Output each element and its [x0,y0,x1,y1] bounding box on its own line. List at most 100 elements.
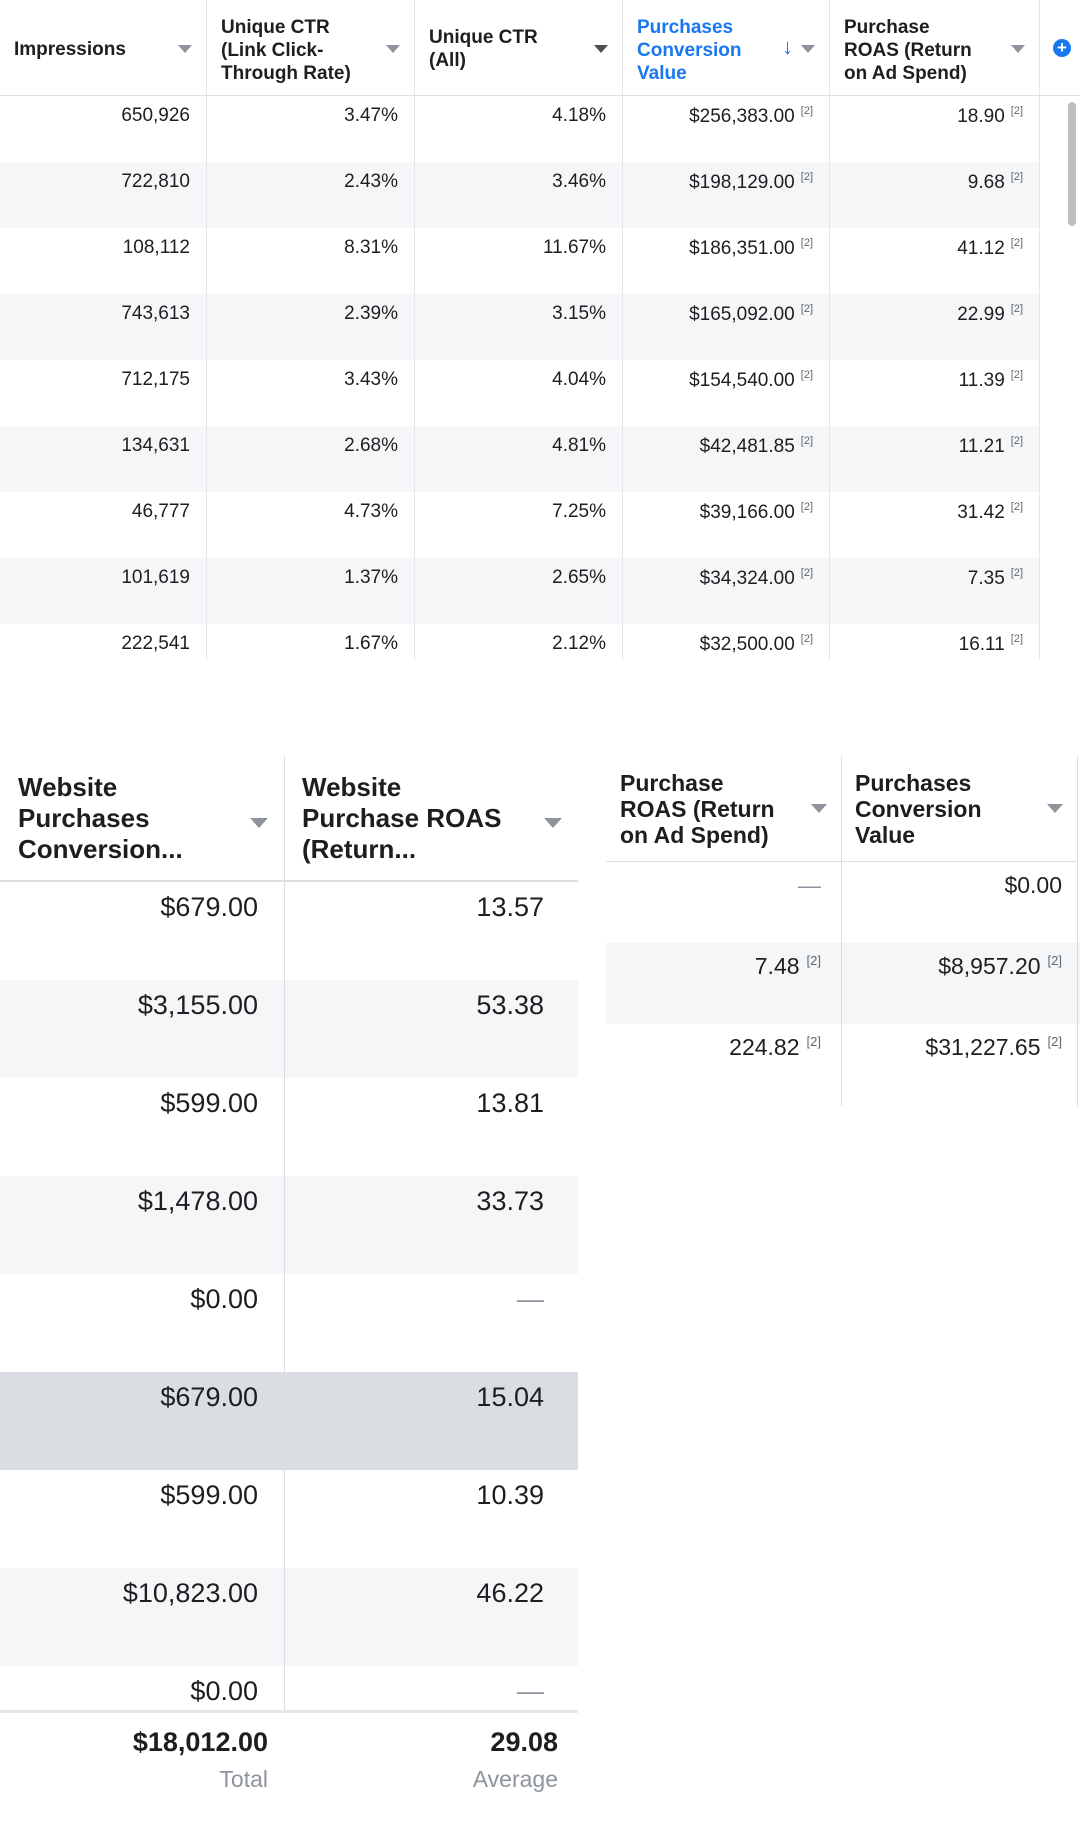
column-divider [841,756,842,1106]
cell-value: 33.73 [476,1186,544,1216]
cell-value: 41.12 [957,238,1005,259]
column-header-website-purchases-conversion[interactable]: Website Purchases Conversion... [0,756,284,882]
column-header-purchases-conversion-value[interactable]: Purchases Conversion Value [841,756,1077,862]
table-cell: $8,957.20 [2] [841,943,1062,1024]
table-row[interactable]: 7.48 [2] $8,957.20 [2] [606,943,1080,1024]
cell-value: $198,129.00 [689,172,795,193]
footer-total: $18,012.00 Total [0,1713,268,1793]
column-header-purchases-conversion-value[interactable]: Purchases Conversion Value ↓ [623,0,830,95]
cell-value: $0.00 [190,1284,258,1314]
table-row[interactable]: 650,926 3.47% 4.18% $256,383.00 [2] 18.90 [2] [0,96,1040,162]
table-row[interactable]: $10,823.00 46.22 [0,1568,578,1666]
column-menu-icon[interactable] [178,45,192,53]
footnote-mark: [2] [1010,567,1023,579]
table-row[interactable]: 722,810 2.43% 3.46% $198,129.00 [2] 9.68 [2] [0,162,1040,228]
table-cell: 3.15% [415,294,623,360]
table-row[interactable]: — $0.00 [606,862,1080,943]
cell-value: $34,324.00 [699,568,795,589]
cell-value: 9.68 [967,172,1005,193]
arrow-down-icon[interactable]: ↓ [782,34,793,59]
table-cell: 11.67% [415,228,623,294]
table-cell: 2.68% [207,426,415,492]
column-menu-icon[interactable] [1047,804,1063,813]
column-header-purchase-roas[interactable]: Purchase ROAS (Return on Ad Spend) [606,756,841,862]
cell-value: $32,500.00 [699,634,795,655]
average-label: Average [472,1766,558,1792]
column-header-website-purchase-roas[interactable]: Website Purchase ROAS (Return... [284,756,578,882]
table-row[interactable]: 134,631 2.68% 4.81% $42,481.85 [2] 11.21 [2] [0,426,1040,492]
footnote-mark: [2] [800,303,813,315]
table-row[interactable]: $599.00 13.81 [0,1078,578,1176]
cell-value: 2.65% [552,567,606,588]
cell-value: 4.18% [552,105,606,126]
cell-value: 712,175 [121,369,190,390]
purchase-roas-table: Purchase ROAS (Return on Ad Spend) Purch… [606,756,1080,1106]
table-cell: 134,631 [0,426,207,492]
footnote-mark: [2] [1010,435,1023,447]
table-row[interactable]: 101,619 1.37% 2.65% $34,324.00 [2] 7.35 [2] [0,558,1040,624]
footnote-mark: [2] [800,171,813,183]
table-row[interactable]: $0.00 — [0,1666,578,1764]
cell-value: 11.67% [542,237,606,258]
vertical-scrollbar[interactable] [1068,102,1076,226]
column-header-impressions[interactable]: Impressions [0,0,207,95]
table-footer-summary: $18,012.00 Total 29.08 Average [0,1710,578,1830]
column-header-purchase-roas[interactable]: Purchase ROAS (Return on Ad Spend) [830,0,1040,95]
footnote-mark: [2] [800,105,813,117]
column-menu-icon[interactable] [386,45,400,53]
plus-circle-icon[interactable]: + [1053,39,1071,57]
cell-value: 7.35 [967,568,1005,589]
cell-value: $0.00 [190,1676,258,1706]
column-divider [1077,756,1078,1106]
table-row[interactable]: 743,613 2.39% 3.15% $165,092.00 [2] 22.99 [2] [0,294,1040,360]
table-row[interactable]: $679.00 15.04 [0,1372,578,1470]
cell-value: — [517,1284,544,1314]
column-menu-icon[interactable] [801,45,815,53]
table-row[interactable]: $599.00 10.39 [0,1470,578,1568]
table-cell: 743,613 [0,294,207,360]
footnote-mark: [2] [1010,303,1023,315]
table-row[interactable]: 108,112 8.31% 11.67% $186,351.00 [2] 41.12 [2] [0,228,1040,294]
table-cell: $0.00 [841,862,1062,943]
column-menu-icon[interactable] [594,45,608,53]
column-header-unique-ctr-all[interactable]: Unique CTR (All) [415,0,623,95]
column-label: Purchases Conversion Value [855,770,982,848]
table-row[interactable]: 222,541 1.67% 2.12% $32,500.00 [2] 16.11 [2] [0,624,1040,660]
table-row[interactable]: 224.82 [2] $31,227.65 [2] [606,1024,1080,1105]
column-menu-icon[interactable] [544,818,562,828]
cell-value: 8.31% [344,237,398,258]
table-cell: 1.67% [207,624,415,660]
table-cell: $198,129.00 [2] [623,162,830,228]
table-row[interactable]: $0.00 — [0,1274,578,1372]
column-menu-icon[interactable] [1011,45,1025,53]
cell-value: 2.39% [344,303,398,324]
column-menu-icon[interactable] [250,818,268,828]
cell-value: — [798,872,821,898]
footnote-mark: [2] [1047,1034,1062,1049]
table-cell: $1,478.00 [0,1176,258,1274]
cell-value: $0.00 [1004,872,1062,898]
cell-value: 134,631 [121,435,190,456]
table-cell: 41.12 [2] [830,228,1040,294]
table-cell: 3.46% [415,162,623,228]
cell-value: 1.67% [344,633,398,654]
cell-value: 31.42 [957,502,1005,523]
table-header: Impressions Unique CTR (Link Click-Throu… [0,0,1080,96]
table-row[interactable]: $3,155.00 53.38 [0,980,578,1078]
footnote-mark: [2] [1010,501,1023,513]
table-row[interactable]: 712,175 3.43% 4.04% $154,540.00 [2] 11.39 [2] [0,360,1040,426]
footnote-mark: [2] [1010,171,1023,183]
column-menu-icon[interactable] [811,804,827,813]
table-cell: 9.68 [2] [830,162,1040,228]
table-row[interactable]: $1,478.00 33.73 [0,1176,578,1274]
cell-value: 4.73% [344,501,398,522]
table-cell: $42,481.85 [2] [623,426,830,492]
table-row[interactable]: $679.00 13.57 [0,882,578,980]
table-cell: 13.81 [284,1078,544,1176]
cell-value: 2.12% [552,633,606,654]
column-divider [284,756,285,1827]
table-cell: $10,823.00 [0,1568,258,1666]
table-row[interactable]: 46,777 4.73% 7.25% $39,166.00 [2] 31.42 [2] [0,492,1040,558]
table-cell: $599.00 [0,1470,258,1568]
column-header-unique-ctr-link[interactable]: Unique CTR (Link Click-Through Rate) [207,0,415,95]
